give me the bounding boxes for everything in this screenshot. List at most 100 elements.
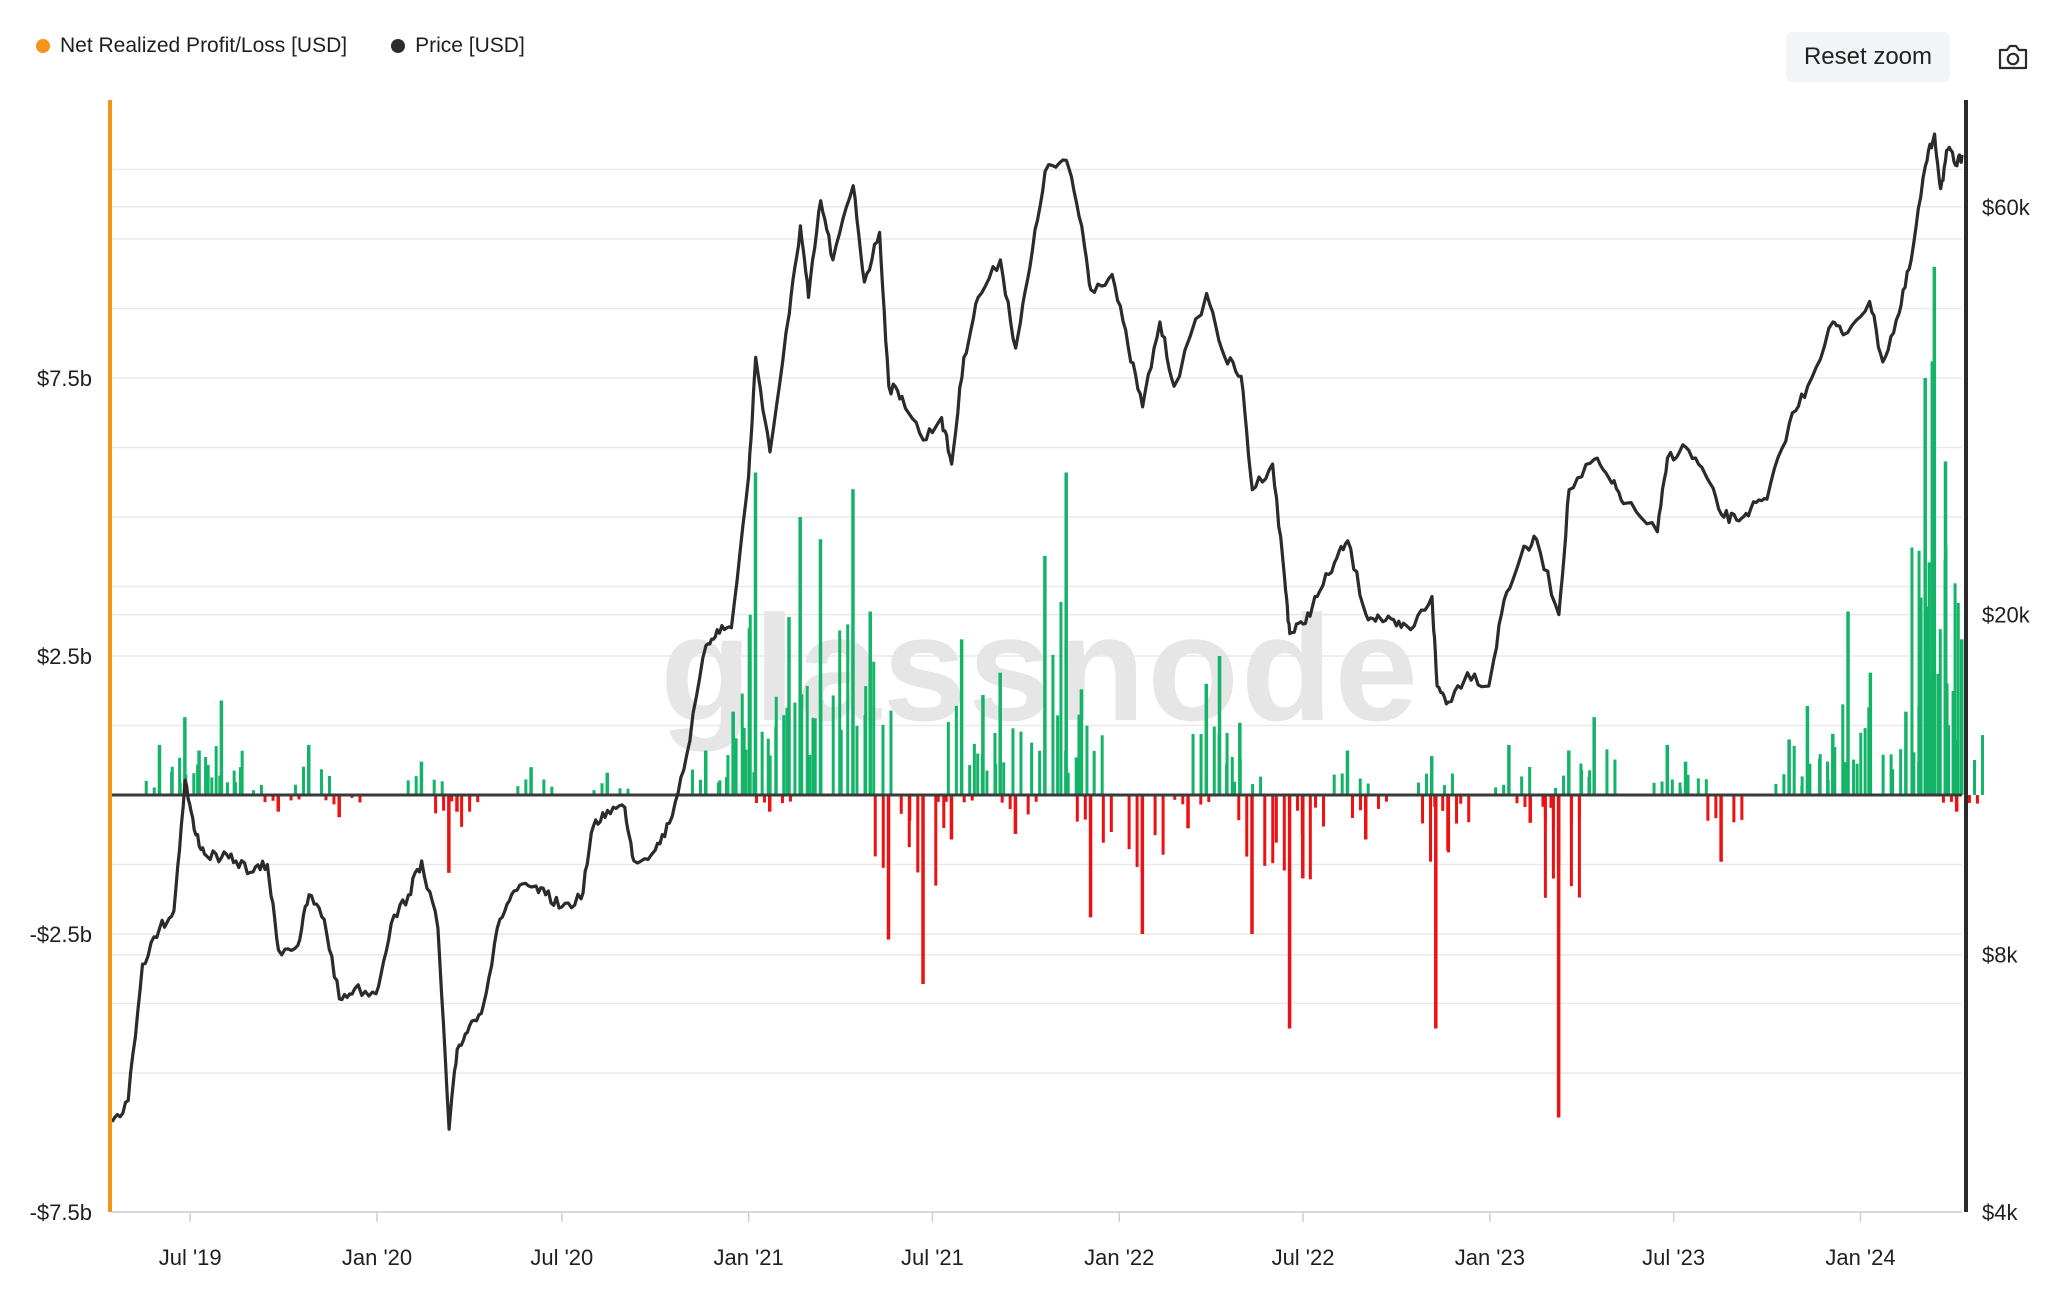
- profit-bar: [178, 757, 182, 795]
- profit-bar: [703, 750, 708, 795]
- camera-icon[interactable]: [1997, 44, 2029, 70]
- profit-bar: [1613, 759, 1617, 795]
- profit-bar: [1841, 704, 1845, 795]
- profit-bar: [774, 727, 778, 795]
- loss-bar: [1467, 795, 1471, 823]
- profit-bar: [839, 729, 843, 795]
- x-axis-tick-label: Jul '22: [1272, 1245, 1335, 1270]
- profit-bar: [868, 611, 872, 795]
- profit-bar: [1792, 745, 1796, 795]
- profit-bar: [170, 771, 174, 795]
- profit-bar: [742, 727, 746, 795]
- profit-bar: [1416, 782, 1420, 795]
- loss-bar: [1551, 795, 1555, 879]
- profit-bar: [690, 769, 694, 795]
- profit-bar: [414, 776, 418, 795]
- left-axis-tick-label: $2.5b: [37, 644, 92, 669]
- loss-bar: [1719, 795, 1723, 862]
- loss-bar: [1515, 795, 1519, 804]
- profit-bar: [1696, 778, 1700, 795]
- profit-bar: [766, 738, 770, 795]
- profit-bar: [516, 786, 520, 795]
- loss-bar: [1446, 795, 1450, 851]
- loss-bar: [1288, 795, 1292, 815]
- profit-bar: [1889, 754, 1893, 795]
- loss-bar: [1322, 795, 1326, 827]
- profit-bar: [976, 753, 980, 795]
- loss-bar: [1706, 795, 1710, 821]
- profit-bar: [1064, 472, 1068, 795]
- profit-bar: [1912, 752, 1916, 795]
- loss-bar: [1732, 795, 1736, 823]
- profit-bar: [959, 639, 964, 795]
- legend-dot-orange: [36, 39, 50, 53]
- legend-item-price[interactable]: Price [USD]: [391, 34, 525, 58]
- profit-bar: [1930, 672, 1934, 795]
- x-axis-tick-label: Jan '21: [714, 1245, 784, 1270]
- loss-bar: [1075, 795, 1079, 822]
- profit-bar: [1683, 761, 1688, 795]
- loss-bar: [1549, 795, 1553, 808]
- legend-item-net-realized-profit-loss[interactable]: Net Realized Profit/Loss [USD]: [36, 34, 347, 58]
- loss-bar: [1577, 795, 1581, 898]
- loss-bar: [1350, 795, 1354, 819]
- right-axis-tick-label: $60k: [1982, 195, 2031, 220]
- profit-bar: [753, 472, 758, 795]
- profit-bar: [1225, 732, 1229, 795]
- profit-bar: [760, 731, 764, 795]
- profit-bar: [744, 749, 748, 795]
- profit-bar: [1665, 744, 1670, 795]
- profit-bar: [1358, 778, 1362, 795]
- profit-bar: [889, 710, 893, 795]
- profit-bar: [846, 624, 850, 795]
- profit-bar: [1652, 782, 1656, 795]
- left-axis-tick-label: -$7.5b: [30, 1200, 92, 1225]
- profit-bar: [1494, 787, 1498, 795]
- loss-bar: [908, 795, 912, 821]
- profit-bar: [1507, 744, 1511, 795]
- profit-bar: [1085, 725, 1089, 795]
- profit-bar: [726, 755, 730, 795]
- profit-bar: [1930, 361, 1935, 795]
- x-axis-tick-label: Jan '20: [342, 1245, 412, 1270]
- loss-bar: [970, 795, 974, 801]
- loss-bar: [936, 795, 940, 802]
- loss-bar: [1245, 795, 1249, 857]
- profit-bar: [782, 715, 786, 795]
- profit-bar: [1846, 611, 1850, 795]
- left-axis-tick-label: $7.5b: [37, 366, 92, 391]
- profit-bar: [851, 489, 855, 795]
- profit-bar: [1100, 735, 1104, 795]
- profit-bar: [197, 750, 201, 795]
- profit-bar: [1567, 750, 1571, 795]
- loss-bar: [1455, 795, 1459, 824]
- profit-bar: [1502, 784, 1506, 795]
- profit-bar: [1038, 750, 1042, 795]
- profit-bar: [1074, 757, 1078, 795]
- loss-bar: [276, 795, 281, 812]
- profit-bar: [993, 732, 997, 795]
- profit-bar: [1927, 562, 1931, 795]
- profit-bar: [1808, 763, 1812, 795]
- loss-bar: [1127, 795, 1131, 850]
- profit-bar: [293, 784, 297, 795]
- profit-bar: [1859, 732, 1863, 795]
- profit-bar: [319, 769, 323, 795]
- loss-bar: [1363, 795, 1368, 840]
- profit-bar: [1191, 734, 1195, 795]
- profit-bar: [954, 705, 958, 795]
- profit-bar: [872, 661, 876, 795]
- loss-bar: [962, 795, 966, 803]
- profit-bar: [1442, 785, 1446, 795]
- loss-bar: [1541, 795, 1545, 807]
- loss-bar: [1083, 795, 1087, 820]
- profit-bar: [1233, 781, 1237, 795]
- loss-bar: [1967, 795, 1971, 803]
- loss-bar: [1949, 795, 1953, 802]
- loss-bar: [468, 795, 472, 800]
- profit-bar: [1947, 725, 1950, 795]
- profit-bar: [1238, 722, 1242, 795]
- reset-zoom-button[interactable]: Reset zoom: [1786, 32, 1950, 82]
- loss-bar: [762, 795, 766, 803]
